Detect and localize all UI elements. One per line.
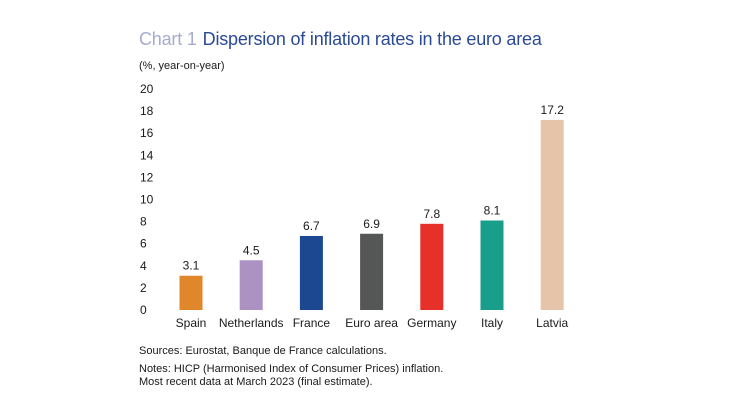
y-axis-unit-label: (%, year-on-year) [139, 60, 225, 72]
y-tick-label: 14 [140, 148, 154, 162]
bar-spain [179, 275, 203, 310]
y-tick-label: 18 [140, 104, 154, 118]
bar-euro-area [360, 233, 384, 310]
y-tick-label: 20 [140, 82, 154, 96]
chart-title: Chart 1 Dispersion of inflation rates in … [139, 29, 542, 50]
bar-latvia [540, 119, 564, 310]
y-tick-label: 12 [140, 170, 154, 184]
y-tick-label: 2 [140, 281, 147, 295]
y-tick-label: 16 [140, 126, 154, 140]
y-tick-label: 10 [140, 193, 154, 207]
x-tick-label: Euro area [345, 316, 398, 330]
chart-title-text: Dispersion of inflation rates in the eur… [202, 29, 542, 49]
data-label: 4.5 [243, 243, 260, 257]
data-label: 7.8 [423, 207, 440, 221]
data-label: 6.9 [363, 217, 380, 231]
sources-note: Sources: Eurostat, Banque de France calc… [139, 345, 387, 357]
data-label: 3.1 [183, 259, 200, 273]
x-tick-label: France [293, 316, 331, 330]
y-tick-label: 0 [140, 303, 147, 317]
x-tick-label: Latvia [536, 316, 568, 330]
y-tick-label: 8 [140, 215, 147, 229]
x-tick-label: Netherlands [219, 316, 284, 330]
data-label: 17.2 [541, 103, 565, 117]
bar-netherlands [239, 260, 263, 310]
data-label: 8.1 [484, 203, 501, 217]
y-tick-label: 6 [140, 237, 147, 251]
chart-number: Chart 1 [139, 29, 197, 49]
x-tick-label: Spain [176, 316, 207, 330]
bar-france [299, 235, 323, 310]
notes-line-2: Most recent data at March 2023 (final es… [139, 376, 373, 388]
bar-germany [420, 223, 444, 310]
bar-italy [480, 220, 504, 310]
data-label: 6.7 [303, 219, 320, 233]
x-tick-label: Italy [481, 316, 503, 330]
notes-line-1: Notes: HICP (Harmonised Index of Consume… [139, 363, 444, 375]
x-tick-label: Germany [407, 316, 456, 330]
y-tick-label: 4 [140, 259, 147, 273]
